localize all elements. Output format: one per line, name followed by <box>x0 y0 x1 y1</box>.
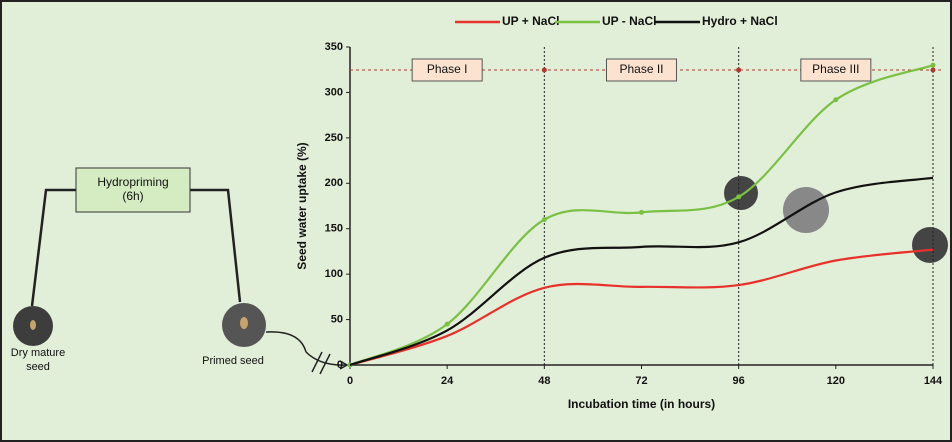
seed-label: Primed seed <box>202 355 264 367</box>
legend-label: Hydro + NaCl <box>702 14 778 28</box>
y-tick-label: 50 <box>331 313 343 325</box>
x-tick-label: 120 <box>827 375 845 387</box>
point <box>444 321 450 327</box>
priming-path <box>30 188 76 307</box>
point <box>930 62 936 68</box>
y-tick-label: 250 <box>325 132 343 144</box>
phase-label: Phase I <box>427 62 468 76</box>
priming-path <box>190 188 242 303</box>
point <box>639 209 644 215</box>
axis-break <box>319 353 331 375</box>
y-tick-label: 0 <box>337 359 343 371</box>
point <box>736 194 742 200</box>
x-tick-label: 96 <box>733 375 745 387</box>
axis-break <box>311 351 323 373</box>
x-tick-label: 48 <box>538 375 550 387</box>
x-tick-label: 144 <box>924 375 943 387</box>
y-tick-label: 150 <box>325 223 343 235</box>
point <box>541 217 547 223</box>
series-line <box>349 248 934 367</box>
x-tick-label: 72 <box>635 375 647 387</box>
phase-box <box>800 58 872 82</box>
point <box>833 97 839 103</box>
x-tick-label: 0 <box>347 375 353 387</box>
phase-arrow-head <box>930 67 936 73</box>
phase-box <box>411 58 483 82</box>
y-axis-label: Seed water uptake (%) <box>295 142 309 269</box>
seed-label: Dry mature seed <box>11 347 65 373</box>
arrow <box>265 331 347 366</box>
phase-label: Phase III <box>812 62 859 76</box>
legend-label: UP + NaCl <box>502 14 559 28</box>
y-tick-label: 350 <box>325 41 343 53</box>
phase-arrow-head <box>736 67 742 73</box>
treatment-box <box>75 167 191 213</box>
y-tick-label: 300 <box>325 86 343 98</box>
phase-label: Phase II <box>619 62 663 76</box>
seed-image <box>912 227 948 263</box>
phase-box <box>606 58 677 82</box>
y-tick-label: 200 <box>325 177 343 189</box>
series-line <box>349 176 934 367</box>
y-tick-label: 100 <box>325 268 343 280</box>
x-axis-label: Incubation time (in hours) <box>568 397 715 411</box>
plot: 0 50 100 150 200 250 300 350 0 24 48 72 96 120 144 Incu… <box>295 14 943 411</box>
seed-image <box>724 176 758 210</box>
seed-image <box>30 320 36 330</box>
phase-arrow-head <box>541 67 547 73</box>
legend-label: UP - NaCl <box>602 14 656 28</box>
x-tick-label: 24 <box>441 375 454 387</box>
treatment-label: Hydropriming (6h) <box>97 175 168 203</box>
seed-image <box>783 187 829 233</box>
seed-image <box>240 317 248 329</box>
